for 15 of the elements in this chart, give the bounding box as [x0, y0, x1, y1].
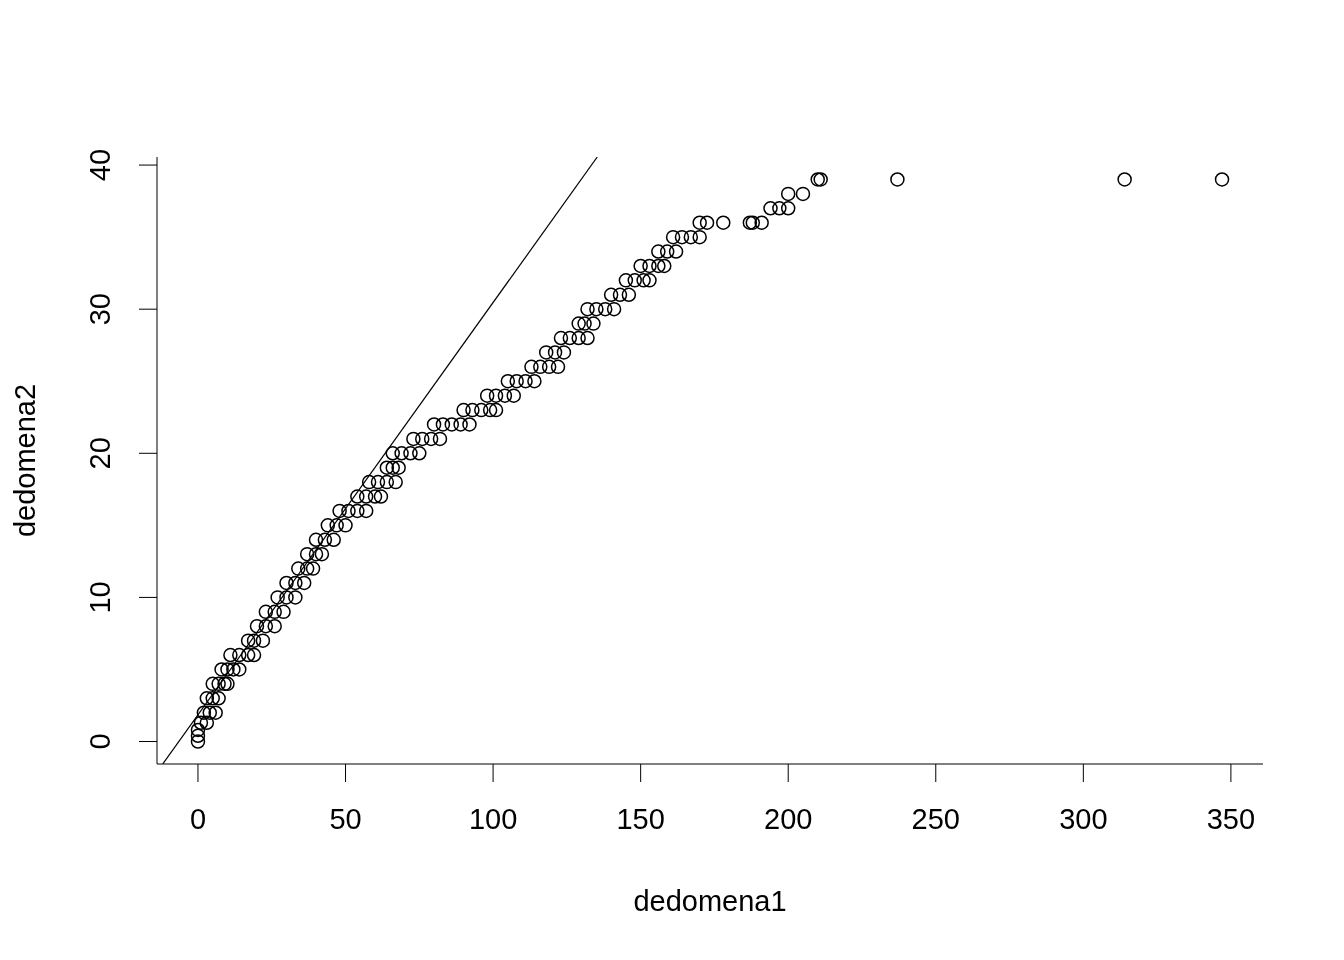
y-tick-label: 10 — [84, 581, 116, 614]
y-tick-label: 0 — [84, 733, 116, 750]
x-tick-label: 100 — [468, 802, 518, 835]
x-axis-title: dedomena1 — [633, 885, 787, 917]
x-tick-label: 250 — [911, 802, 960, 835]
y-tick-label: 40 — [84, 148, 116, 182]
y-tick-label: 30 — [84, 293, 116, 326]
x-tick-label: 150 — [616, 802, 665, 835]
y-tick-label: 20 — [84, 437, 116, 470]
y-axis-title: dedomena2 — [9, 383, 41, 538]
x-tick-label: 350 — [1206, 802, 1256, 835]
x-tick-label: 200 — [764, 802, 813, 835]
x-tick-label: 0 — [189, 802, 207, 835]
x-tick-label: 300 — [1059, 802, 1108, 835]
x-tick-label: 50 — [329, 802, 362, 835]
